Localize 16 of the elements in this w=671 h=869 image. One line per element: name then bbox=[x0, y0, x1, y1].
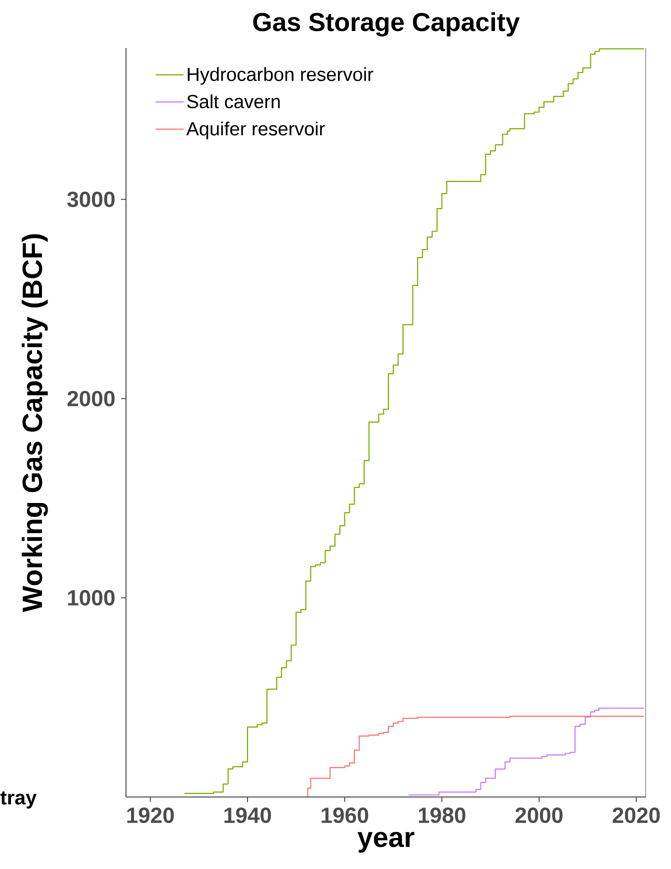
y-tick-label: 3000 bbox=[67, 192, 115, 208]
y-tick-label: 2000 bbox=[67, 390, 115, 406]
chart-title: Gas Storage Capacity bbox=[253, 12, 520, 36]
x-tick-label: 2020 bbox=[612, 808, 660, 824]
y-axis-title: Working Gas Capacity (BCF) bbox=[22, 234, 48, 612]
legend-label: Aquifer reservoir bbox=[186, 122, 325, 140]
x-tick-label: 1940 bbox=[224, 808, 271, 824]
text: tray bbox=[0, 791, 37, 809]
legend-label: Salt cavern bbox=[187, 94, 280, 108]
x-axis-title: year bbox=[358, 832, 414, 853]
x-tick-label: 2000 bbox=[515, 808, 563, 824]
x-tick-label: 1980 bbox=[418, 808, 466, 824]
x-tick-label: 1960 bbox=[322, 808, 368, 824]
legend-label: Hydrocarbon reservoir bbox=[188, 67, 374, 85]
x-tick-label: 1920 bbox=[127, 808, 174, 824]
y-tick-label: 1000 bbox=[68, 590, 115, 606]
